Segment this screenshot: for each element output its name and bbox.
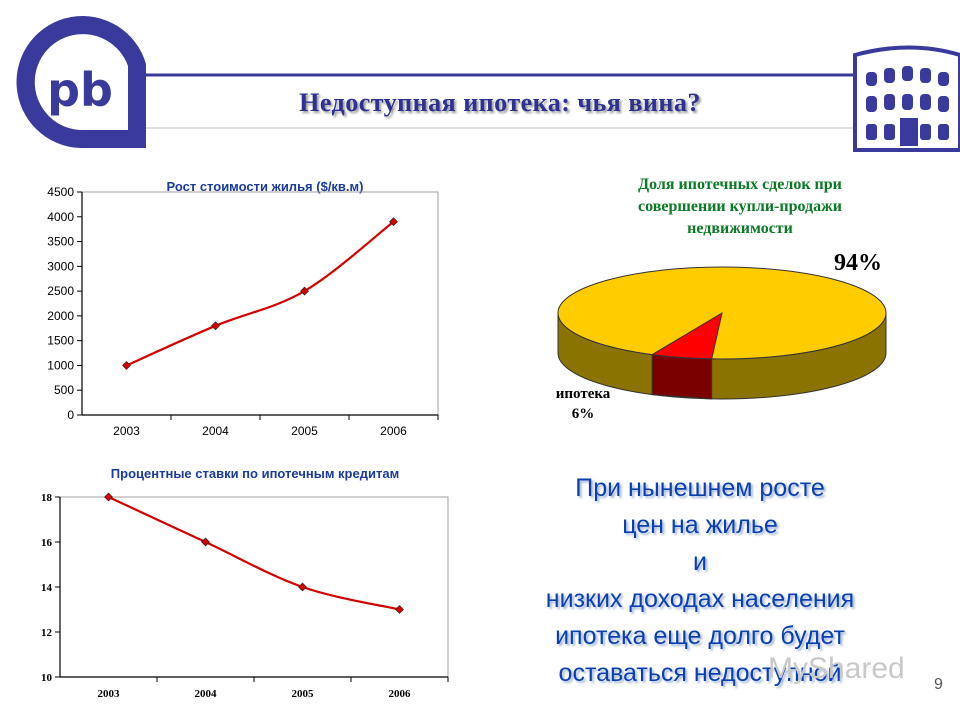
y-tick-label: 1000 (47, 358, 74, 372)
x-tick-label: 2005 (292, 688, 315, 700)
y-tick-label: 18 (41, 492, 53, 504)
x-tick-label: 2003 (98, 688, 121, 700)
statement-line: и (693, 548, 707, 576)
pie-label-mortgage-value: 6% (571, 406, 595, 422)
housing-price-chart: 0 500 1000 1500 2000 2500 3000 3500 4000 4500 2003… (47, 185, 439, 438)
plot-area (81, 191, 439, 416)
x-tick-label: 2005 (291, 424, 318, 438)
bank-logo: pb (16, 16, 147, 148)
slide-title: Недоступная ипотека: чья вина? (299, 88, 701, 117)
data-point (104, 492, 113, 502)
statement-line: ипотека еще долго будет (555, 622, 845, 650)
data-point (395, 605, 404, 614)
data-point (298, 582, 307, 592)
y-tick-label: 12 (41, 627, 53, 639)
y-tick-label: 1500 (47, 334, 74, 348)
pie-label-majority: 94% (834, 250, 882, 276)
x-tick-label: 2004 (202, 424, 229, 438)
logo-letters: pb (47, 63, 113, 117)
mortgage-share-pie (557, 266, 887, 400)
data-point (122, 361, 131, 370)
y-tick-label: 2000 (47, 309, 74, 323)
series-line (108, 496, 400, 611)
statement-line: низких доходах населения (545, 585, 855, 613)
data-point (300, 286, 309, 296)
y-tick-label: 16 (41, 537, 53, 549)
statement-line: цен на жилье (622, 511, 778, 539)
building-icon (853, 45, 960, 152)
mortgage-rates-chart: 10 12 14 16 18 2003 2004 2005 2006 (41, 492, 449, 700)
pie-title-line: совершении купли-продажи (638, 198, 842, 215)
statement-line: оставаться недоступной (558, 659, 842, 687)
pie-title-line: Доля ипотечных сделок при (638, 176, 842, 193)
y-tick-label: 2500 (47, 284, 74, 298)
pie-slice-mortgage (650, 311, 723, 360)
y-tick-label: 4000 (47, 210, 74, 224)
x-tick-label: 2003 (113, 424, 140, 438)
watermark: MyShared (768, 652, 905, 685)
plot-area (59, 496, 449, 678)
x-tick-label: 2004 (195, 688, 218, 700)
x-tick-label: 2006 (380, 424, 407, 438)
chart-title-housing-price: Рост стоимости жилья ($/кв.м) (166, 179, 364, 194)
y-tick-label: 3000 (47, 259, 74, 273)
pie-title-line: недвижимости (687, 220, 793, 237)
data-point (389, 217, 398, 227)
y-tick-label: 3500 (47, 235, 74, 249)
pie-title: Доля ипотечных сделок при совершении куп… (570, 174, 910, 240)
y-tick-label: 14 (41, 582, 53, 594)
chart-title-mortgage-rates: Процентные ставки по ипотечным кредитам (110, 466, 400, 481)
pie-label-mortgage: ипотека 6% (538, 384, 628, 424)
y-tick-label: 4500 (47, 185, 74, 199)
y-tick-label: 500 (54, 383, 74, 397)
data-point (201, 537, 210, 547)
header-decoration: pb (16, 16, 960, 152)
x-tick-label: 2006 (389, 688, 412, 700)
pie-side-mortgage (651, 354, 713, 400)
series-line (126, 220, 395, 367)
statement-line: При нынешнем росте (575, 474, 825, 502)
conclusion-statement: При нынешнем росте цен на жилье и низких… (485, 470, 915, 692)
page-number: 9 (934, 676, 943, 693)
data-point (211, 321, 220, 331)
y-tick-label: 10 (41, 672, 53, 684)
pie-label-mortgage-name: ипотека (555, 386, 611, 402)
y-tick-label: 0 (67, 408, 74, 422)
